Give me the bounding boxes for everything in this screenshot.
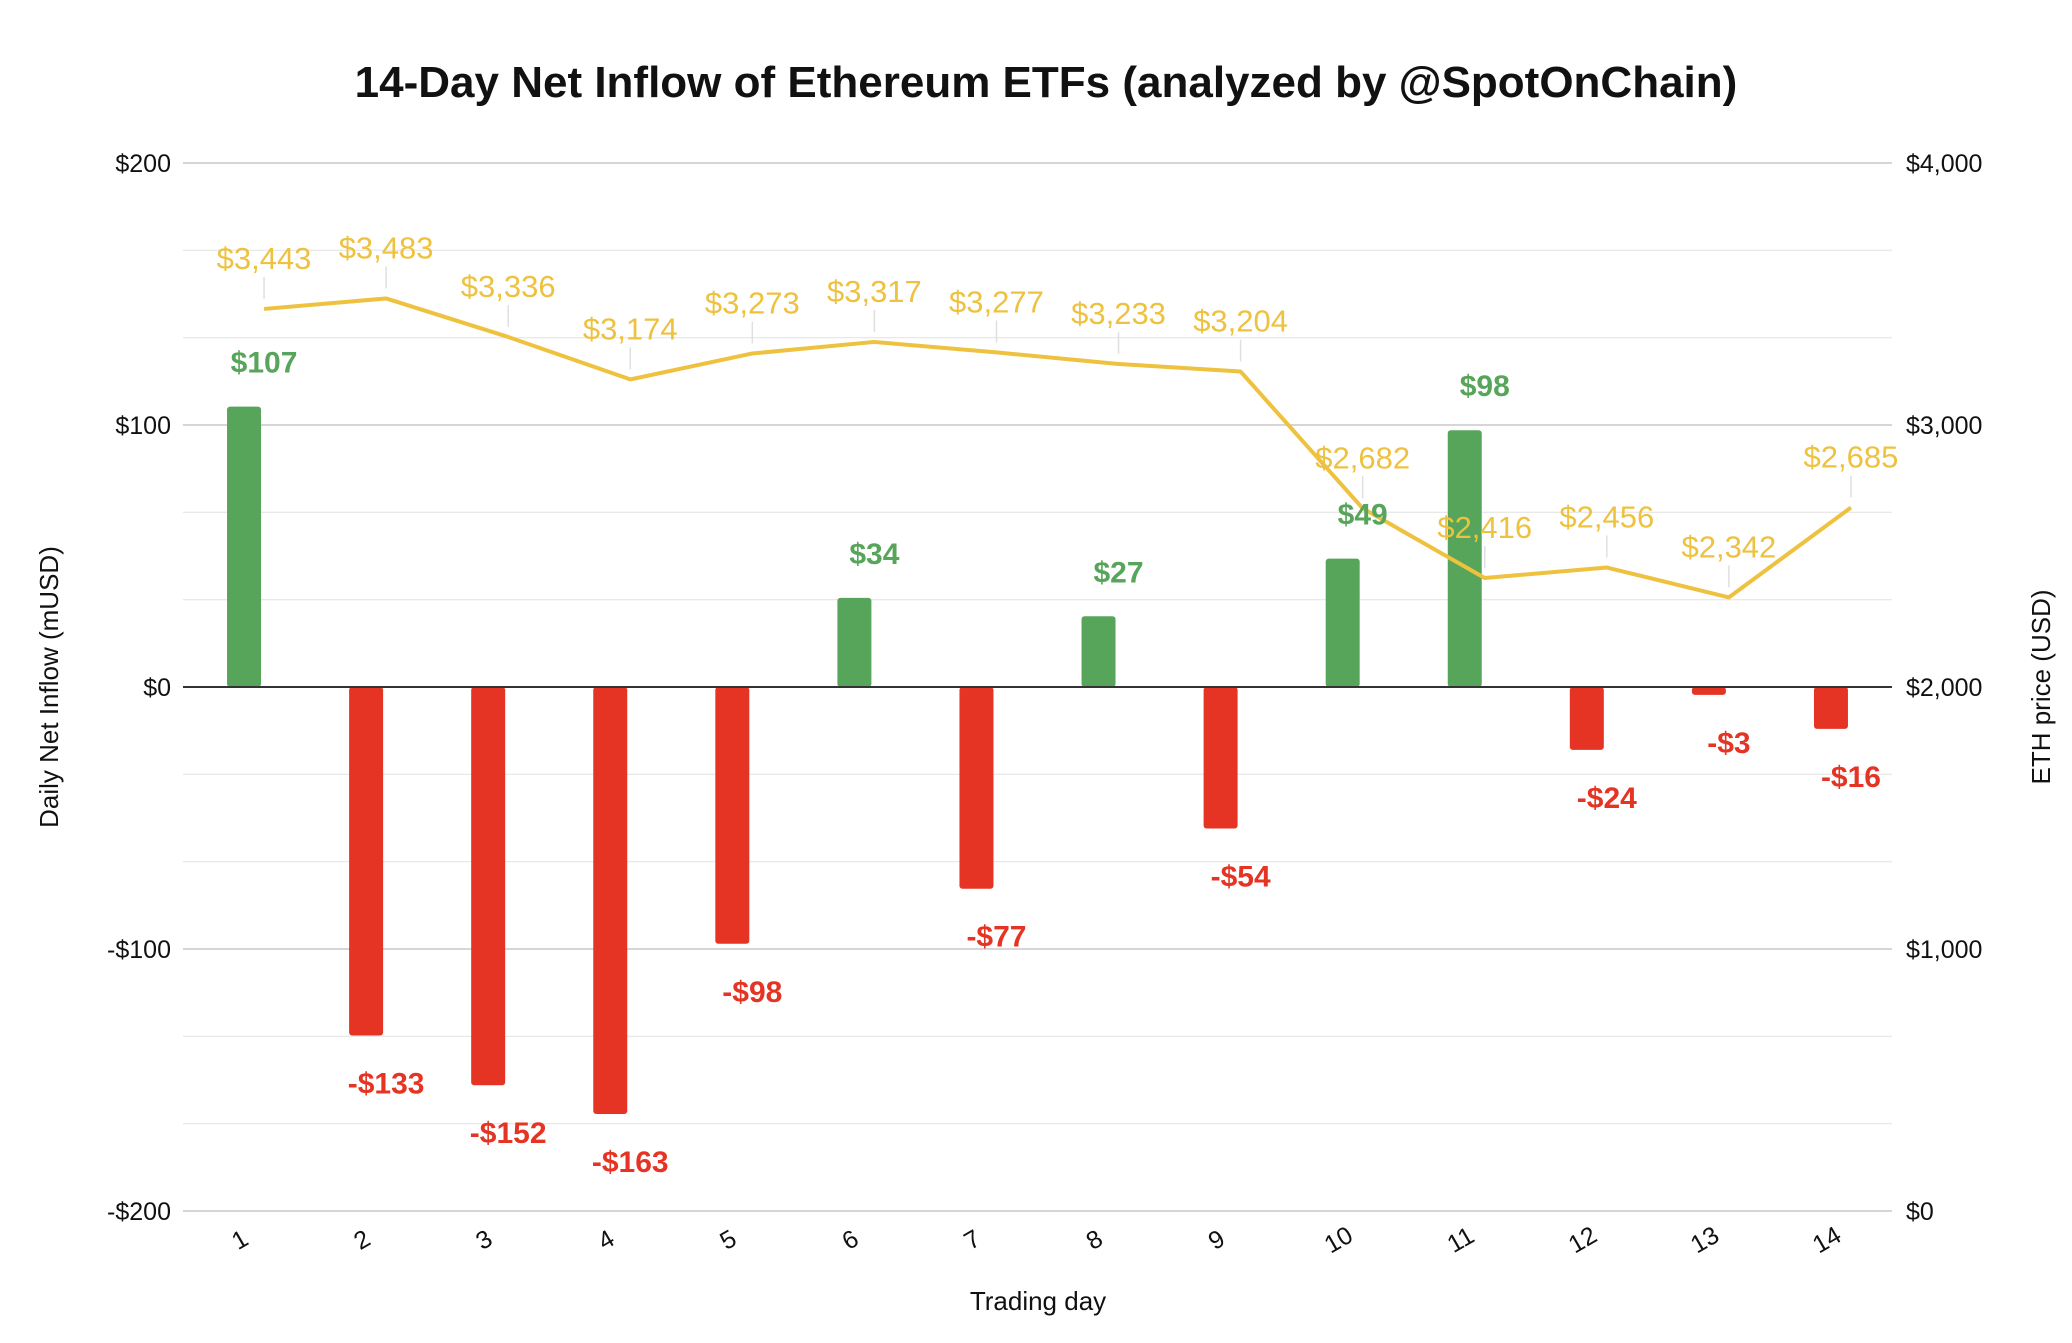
x-tick-label: 11 <box>1443 1221 1479 1258</box>
bar-value-label: $49 <box>1338 499 1388 532</box>
data-labels: $107 -$133 -$152 -$163 -$98 $34 -$77 $27 -$54 $49… <box>217 230 1899 1179</box>
bar-value-label: -$24 <box>1577 782 1637 815</box>
bar <box>1569 687 1604 750</box>
price-value-label: $3,174 <box>583 311 678 346</box>
bar <box>1203 687 1238 829</box>
y2-tick-label: $3,000 <box>1906 412 1982 440</box>
y-tick-label: $100 <box>115 412 171 440</box>
bar <box>1325 558 1360 687</box>
price-value-label: $2,416 <box>1437 510 1532 545</box>
chart-title: 14-Day Net Inflow of Ethereum ETFs (anal… <box>355 58 1738 107</box>
y-tick-label: $0 <box>143 674 171 702</box>
bar-value-label: -$163 <box>592 1146 669 1179</box>
x-tick-label: 3 <box>471 1224 497 1255</box>
y-axis-label: Daily Net Inflow (mUSD) <box>34 546 64 828</box>
bar <box>1813 687 1848 729</box>
bar <box>349 687 384 1036</box>
bar-value-label: $107 <box>231 347 298 380</box>
x-tick-label: 7 <box>959 1224 985 1255</box>
bar-value-label: -$3 <box>1707 727 1750 760</box>
bar <box>1691 687 1726 695</box>
x-tick-label: 8 <box>1082 1224 1108 1255</box>
bar <box>715 687 750 944</box>
price-value-label: $2,342 <box>1681 529 1776 564</box>
price-value-label: $2,682 <box>1315 440 1410 475</box>
y-tick-label: $200 <box>115 150 171 178</box>
x-tick-label: 5 <box>715 1224 741 1255</box>
price-value-label: $3,317 <box>827 274 922 309</box>
eth-price-line <box>263 296 1853 600</box>
bar-value-label: $27 <box>1094 556 1144 589</box>
x-tick-label: 10 <box>1320 1221 1358 1259</box>
x-tick-label: 6 <box>837 1224 863 1255</box>
y-tick-label: -$200 <box>107 1198 171 1226</box>
y2-axis-label: ETH price (USD) <box>2026 589 2056 784</box>
x-tick-label: 9 <box>1204 1224 1230 1255</box>
x-axis-label: Trading day <box>970 1286 1106 1316</box>
y2-tick-label: $1,000 <box>1906 936 1982 964</box>
bar <box>227 406 262 687</box>
x-tick-label: 4 <box>593 1224 619 1255</box>
y2-tick-label: $0 <box>1906 1198 1934 1226</box>
price-value-label: $3,483 <box>339 230 434 265</box>
bar <box>1081 616 1116 687</box>
price-value-label: $3,443 <box>217 241 312 276</box>
bar <box>837 597 872 687</box>
bar-value-label: -$133 <box>348 1067 425 1100</box>
bars <box>227 406 1848 1115</box>
price-value-label: $3,277 <box>949 284 1044 319</box>
y-tick-label: -$100 <box>107 936 171 964</box>
y2-tick-label: $2,000 <box>1906 674 1982 702</box>
x-tick-label: 2 <box>349 1224 375 1255</box>
y2-tick-label: $4,000 <box>1906 150 1982 178</box>
x-tick-label: 13 <box>1686 1221 1724 1259</box>
price-value-label: $2,456 <box>1559 500 1654 535</box>
gridlines <box>183 162 1892 1212</box>
bar-value-label: -$152 <box>470 1117 547 1150</box>
bar <box>471 687 506 1086</box>
x-tick-label: 1 <box>227 1224 253 1255</box>
price-value-label: $3,233 <box>1071 296 1166 331</box>
price-value-label: $2,685 <box>1804 440 1899 475</box>
price-value-label: $3,336 <box>461 269 556 304</box>
price-value-label: $3,273 <box>705 285 800 320</box>
bar-value-label: -$54 <box>1211 860 1271 893</box>
bar-value-label: $98 <box>1460 370 1510 403</box>
bar-value-label: -$98 <box>722 976 782 1009</box>
bar-value-label: $34 <box>849 538 899 571</box>
price-value-label: $3,204 <box>1193 304 1288 339</box>
bar <box>593 687 628 1115</box>
bar-value-label: -$77 <box>966 921 1026 954</box>
x-tick-label: 12 <box>1564 1221 1602 1259</box>
x-tick-label: 14 <box>1808 1221 1846 1259</box>
bar <box>959 687 994 889</box>
bar <box>1447 430 1482 687</box>
bar-value-label: -$16 <box>1821 761 1881 794</box>
price-line <box>263 266 1853 600</box>
